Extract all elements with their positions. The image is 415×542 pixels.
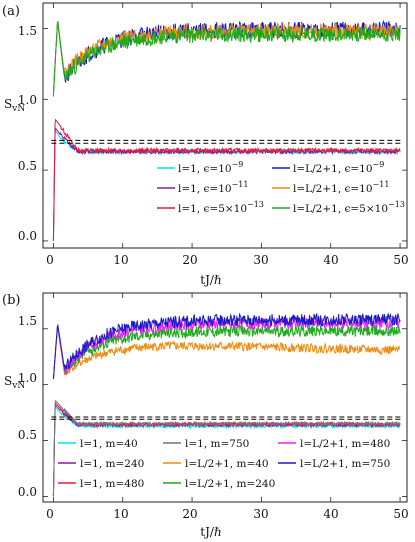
- panel-a-xtick-3: 30: [253, 253, 268, 267]
- panel-a-frame: [42, 2, 408, 249]
- legend-entry: l=1, ϵ=5×10−13: [178, 200, 264, 215]
- panel-b-legend: l=1, m=40 l=1, m=240 l=1, m=480 l=1, m=7…: [58, 438, 390, 490]
- series-line: [52, 406, 401, 497]
- panel-a-xtick-4: 40: [323, 253, 338, 267]
- legend-entry: l=1, ϵ=10−9: [178, 160, 243, 175]
- panel-a-xlabel: tJ/ℏ: [200, 273, 221, 287]
- panel-b-ytick-2: 1.0: [18, 371, 37, 385]
- panel-b-plot: [43, 293, 407, 502]
- legend-entry: l=1, m=480: [80, 478, 144, 490]
- panel-b-xtick-4: 40: [323, 507, 338, 521]
- panel-b-xlabel: tJ/ℏ: [200, 525, 221, 539]
- panel-b-ytick-1: 0.5: [18, 428, 37, 442]
- panel-a-legend: l=1, ϵ=10−9 l=1, ϵ=10−11 l=1, ϵ=5×10−13 …: [157, 160, 405, 215]
- series-line: [52, 323, 401, 380]
- panel-b-ytick-3: 1.5: [18, 314, 37, 328]
- panel-a-label: (a): [2, 4, 20, 19]
- panel-a-ytick-1: 0.5: [18, 159, 37, 173]
- series-line: [52, 327, 401, 380]
- panel-a-ylabel: SvN: [4, 97, 25, 114]
- legend-entry: l=L/2+1, m=40: [185, 458, 269, 470]
- panel-a-ytick-2: 1.0: [18, 93, 37, 107]
- legend-entry: l=L/2+1, ϵ=10−11: [293, 180, 389, 195]
- panel-b-xtick-1: 10: [113, 507, 128, 521]
- panel-b-xtick-0: 0: [46, 507, 54, 521]
- legend-entry: l=1, ϵ=10−11: [178, 180, 248, 195]
- legend-entry: l=L/2+1, m=750: [300, 458, 390, 470]
- series-line: [52, 312, 401, 380]
- series-line: [52, 118, 401, 241]
- legend-entry: l=L/2+1, ϵ=5×10−13: [293, 200, 405, 215]
- series-line: [52, 399, 401, 497]
- legend-entry: l=L/2+1, m=240: [185, 478, 275, 490]
- panel-b-ytick-0: 0.0: [18, 485, 37, 499]
- panel-a-ytick-0: 0.0: [18, 229, 37, 243]
- panel-a-xtick-0: 0: [46, 253, 54, 267]
- panel-a-xtick-5: 50: [393, 253, 408, 267]
- panel-a-xtick-2: 20: [182, 253, 197, 267]
- legend-entry: l=1, m=240: [80, 458, 144, 470]
- panel-b-frame: [42, 292, 408, 503]
- panel-a-xtick-1: 10: [113, 253, 128, 267]
- legend-entry: l=1, m=40: [80, 438, 138, 450]
- legend-entry: l=L/2+1, ϵ=10−9: [293, 160, 384, 175]
- legend-entry: l=L/2+1, m=480: [300, 438, 390, 450]
- panel-a-ytick-3: 1.5: [18, 24, 37, 38]
- legend-entry: l=1, m=750: [185, 438, 249, 450]
- panel-b-xtick-5: 50: [393, 507, 408, 521]
- panel-b-xtick-2: 20: [182, 507, 197, 521]
- panel-b-ylabel: SvN: [4, 374, 25, 391]
- panel-b-xtick-3: 30: [253, 507, 268, 521]
- series-line: [52, 21, 401, 97]
- panel-b-label: (b): [2, 293, 20, 308]
- panel-a-plot: [43, 3, 407, 248]
